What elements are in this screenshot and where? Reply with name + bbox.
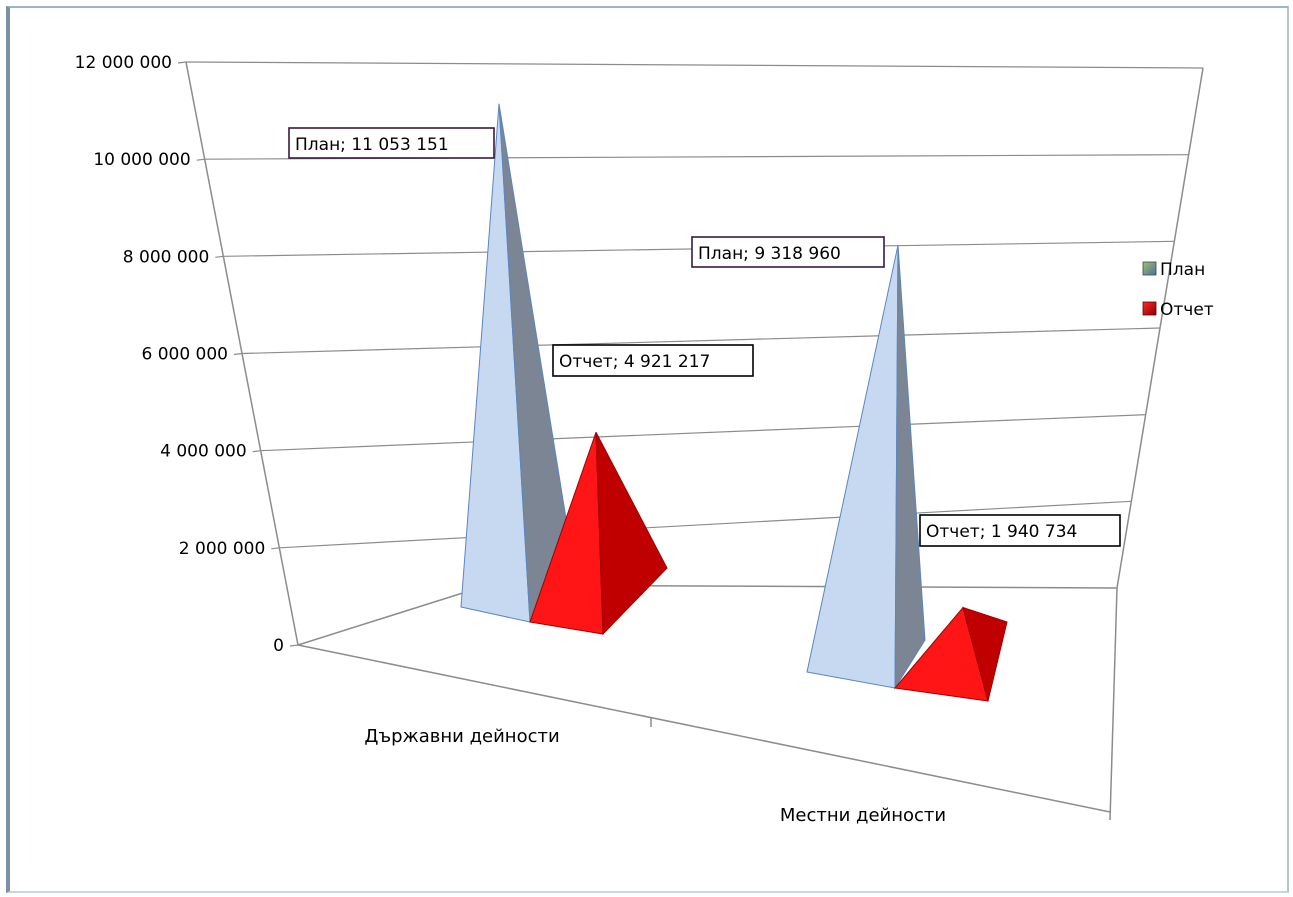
y-tick-mark-0 [289,644,299,647]
pyramid-face-side [894,245,926,690]
pyramid-plan-0 [460,103,581,623]
y-tick-mark-2 [252,450,261,453]
y-tick-label-4: 8 000 000 [123,247,210,267]
gridline-2 [260,414,1146,452]
y-tick-label-5: 10 000 000 [93,150,190,170]
y-tick-label-1: 2 000 000 [179,539,266,559]
y-tick-mark-6 [177,61,187,64]
y-axis-ticks: 0 2 000 000 4 000 000 6 000 000 8 000 000 10 … [75,53,299,656]
data-label-text: Отчет; 4 921 217 [559,352,710,372]
y-tick-label-3: 6 000 000 [141,345,228,365]
floor-front-edge [297,644,1111,813]
gridline-6 [185,61,1204,69]
y-tick-label-2: 4 000 000 [160,442,247,462]
data-label-text: Отчет; 1 940 734 [926,522,1077,542]
pyramid-otchet-1 [894,606,1008,702]
y-tick-mark-3 [233,352,243,356]
y-tick-label-0: 0 [273,636,284,656]
pyramid-plan-1 [806,245,926,690]
data-label-box [919,514,1121,547]
category-label-0: Държавни дейности [364,726,559,747]
pyramid-face-side [962,606,1008,702]
category-label-1: Местни дейности [780,805,946,826]
data-label-plan-0: План; 11 053 151 [288,127,495,159]
legend-swatch-otchet [1142,301,1157,316]
gridline-3 [241,327,1161,355]
floor-right-edge [1109,587,1118,821]
pyramid-otchet-0 [529,432,668,636]
pyramid-face-front [806,245,899,689]
data-label-otchet-0: Отчет; 4 921 217 [552,344,754,377]
data-label-text: План; 11 053 151 [295,135,449,155]
data-label-box [691,236,885,268]
legend-label-otchet: Отчет [1160,300,1214,320]
data-label-plan-1: План; 9 318 960 [691,236,885,268]
data-label-box [552,344,754,377]
chart-frame [6,6,1289,893]
legend-swatch-plan [1142,261,1157,276]
y-tick-mark-4 [215,255,224,258]
legend: План Отчет [1142,260,1214,320]
y-tick-mark-5 [196,158,205,161]
y-tick-label-6: 12 000 000 [75,53,172,73]
pyramid-face-side [595,432,668,636]
floor-back-edge [297,584,489,646]
gridline-1 [279,500,1132,549]
chart-walls [185,61,1204,821]
data-labels: План; 11 053 151 План; 9 318 960 Отчет; 4 … [288,127,1121,547]
pyramid-marks [460,103,1008,702]
data-label-text: План; 9 318 960 [698,244,841,264]
legend-label-plan: План [1160,260,1205,280]
y-tick-mark-1 [271,547,280,550]
data-label-box [288,127,495,159]
data-label-otchet-1: Отчет; 1 940 734 [919,514,1121,547]
